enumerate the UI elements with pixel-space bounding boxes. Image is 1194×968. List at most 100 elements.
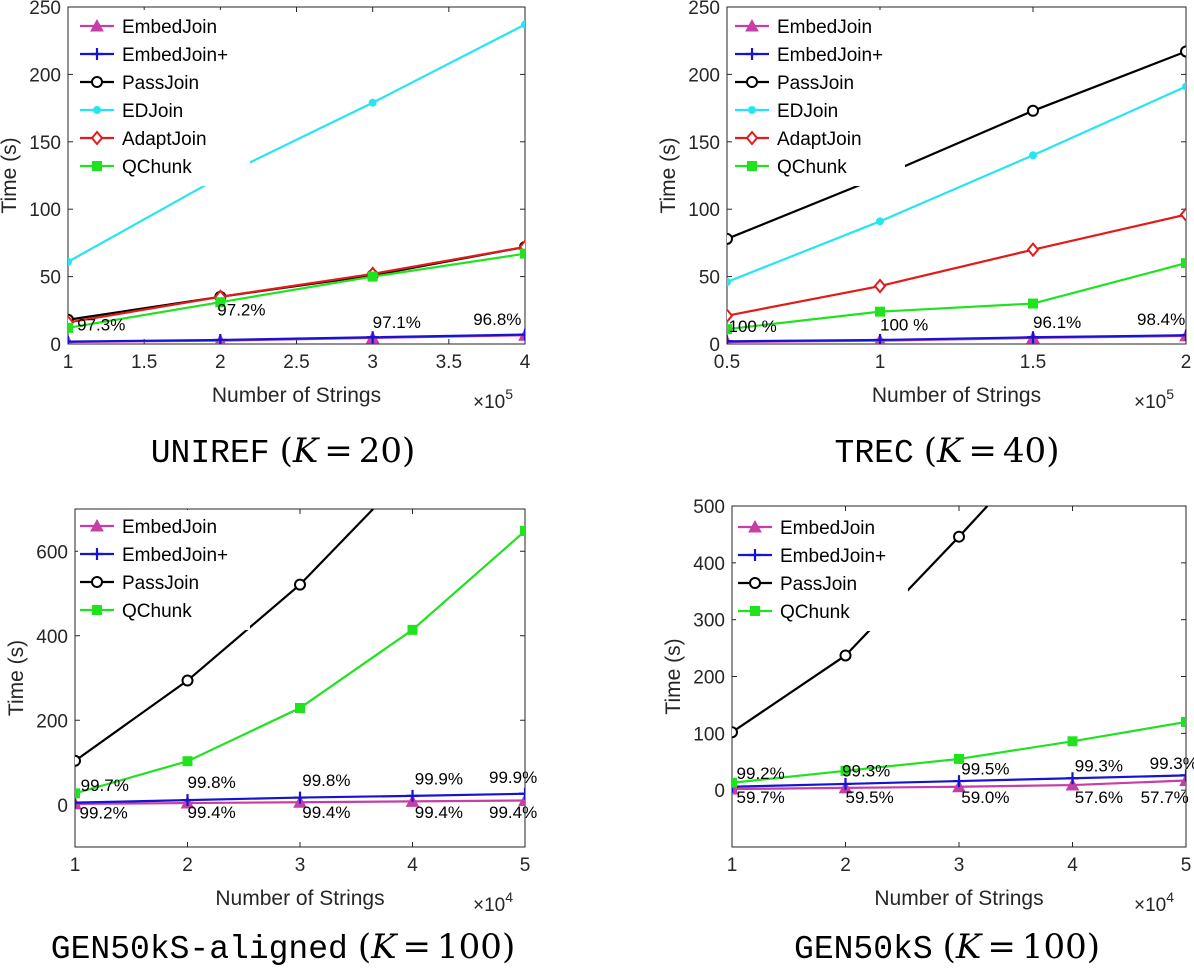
legend-label: PassJoin [122, 73, 199, 94]
y-tick-label: 100 [693, 724, 725, 745]
legend-marker [746, 76, 758, 88]
data-point [1182, 82, 1186, 91]
y-tick-label: 0 [57, 796, 68, 817]
x-tick-label: 1 [70, 855, 81, 876]
x-exponent-power: 4 [505, 889, 513, 905]
data-point [732, 726, 738, 739]
data-point [1180, 329, 1186, 342]
data-point [182, 756, 193, 767]
series-line [75, 509, 374, 762]
x-tick-label: 2 [182, 855, 193, 876]
legend: EmbedJoin EmbedJoin+ PassJoin QChunk [736, 511, 908, 631]
x-tick-label: 1 [727, 855, 738, 876]
legend-label: AdaptJoin [777, 129, 862, 150]
legend-marker [91, 48, 103, 60]
legend: EmbedJoin EmbedJoin+ PassJoin EDJoin AdaptJo… [78, 10, 250, 186]
series-embedjoin-plus [75, 787, 525, 809]
legend-marker [748, 519, 762, 533]
percent-annotation: 97.3% [77, 316, 125, 335]
x-tick-label: 2 [215, 352, 226, 373]
data-point [75, 788, 80, 799]
data-point [1027, 104, 1039, 117]
caption-open-paren: ( [924, 431, 937, 471]
series-qchunk [75, 525, 525, 799]
data-point [75, 796, 81, 809]
data-point [181, 794, 194, 807]
data-point [519, 787, 525, 800]
x-tick-label: 1.5 [1020, 352, 1046, 373]
data-point [366, 331, 379, 344]
data-point [1066, 772, 1079, 785]
percent-annotation: 97.1% [373, 313, 421, 332]
x-exponent-base: ×10 [473, 392, 505, 413]
data-point [520, 248, 525, 259]
data-point [215, 297, 226, 308]
legend-entry: PassJoin [80, 73, 199, 94]
y-tick-label: 500 [693, 497, 725, 518]
y-tick-label: 50 [40, 268, 61, 289]
data-point [727, 335, 733, 344]
data-point [1181, 716, 1186, 727]
data-point [732, 777, 737, 788]
plot-area [732, 506, 1186, 795]
legend-marker [93, 106, 101, 114]
legend-entry: PassJoin [735, 73, 854, 94]
caption-equals: = [987, 927, 1016, 967]
x-exponent-label: ×104 [1134, 889, 1174, 916]
plot-area [75, 509, 525, 810]
caption-close-paren: ) [1046, 431, 1059, 471]
legend-label: QChunk [122, 157, 192, 178]
percent-annotation: 99.9% [489, 768, 537, 787]
data-point [214, 333, 227, 344]
x-tick-label: 1 [875, 352, 886, 373]
legend: EmbedJoin EmbedJoin+ PassJoin QChunk [78, 510, 250, 630]
series-line [727, 50, 1186, 240]
legend-entry: EmbedJoin+ [80, 545, 228, 566]
y-axis-label: Time (s) [657, 137, 680, 213]
data-point [1179, 773, 1186, 787]
legend-marker [91, 576, 103, 588]
data-point [840, 765, 851, 776]
percent-annotation: 57.7% [1141, 788, 1189, 807]
data-point [519, 328, 525, 341]
data-point [520, 525, 525, 536]
x-tick-label: 1 [63, 352, 74, 373]
chart-panel-2: 0.5 1 1.5 2 0 50 100 150 200 250 Number of Strings… [657, 0, 1191, 472]
x-exponent-label: ×105 [1134, 386, 1174, 413]
data-point [876, 217, 884, 226]
y-tick-label: 150 [688, 133, 720, 154]
caption-param: K [936, 431, 965, 471]
percent-annotation: 99.8% [188, 773, 236, 792]
caption-open-paren: ( [358, 927, 371, 967]
data-point [368, 98, 377, 107]
series-edjoin [727, 82, 1186, 286]
data-point [1179, 207, 1186, 223]
legend-entry: EmbedJoin+ [80, 45, 228, 66]
y-tick-label: 200 [693, 668, 725, 689]
legend-box [78, 10, 250, 186]
y-axis-label: Time (s) [662, 638, 685, 714]
legend-label: EmbedJoin+ [122, 545, 228, 566]
legend-marker [91, 76, 103, 88]
series-line [68, 245, 525, 321]
data-point [1027, 331, 1039, 344]
series-line [727, 85, 1186, 284]
legend-entry: PassJoin [80, 573, 199, 594]
x-tick-label: 0.5 [714, 352, 740, 373]
percent-annotation: 99.5% [961, 759, 1009, 778]
x-exponent-label: ×104 [473, 889, 513, 916]
legend-entry: QChunk [735, 157, 847, 178]
percent-annotation: 99.3% [842, 762, 890, 781]
data-point [1029, 151, 1037, 160]
legend-label: AdaptJoin [122, 129, 207, 150]
y-axis-label: Time (s) [5, 640, 28, 716]
percent-annotation: 97.2% [217, 301, 265, 320]
percent-annotation: 57.6% [1075, 788, 1123, 807]
x-tick-label: 4 [407, 855, 418, 876]
series-line [68, 252, 525, 329]
data-point [294, 578, 306, 591]
legend-label: EmbedJoin [122, 17, 217, 38]
data-point [1180, 45, 1186, 58]
percent-annotation: 99.2% [80, 804, 128, 823]
